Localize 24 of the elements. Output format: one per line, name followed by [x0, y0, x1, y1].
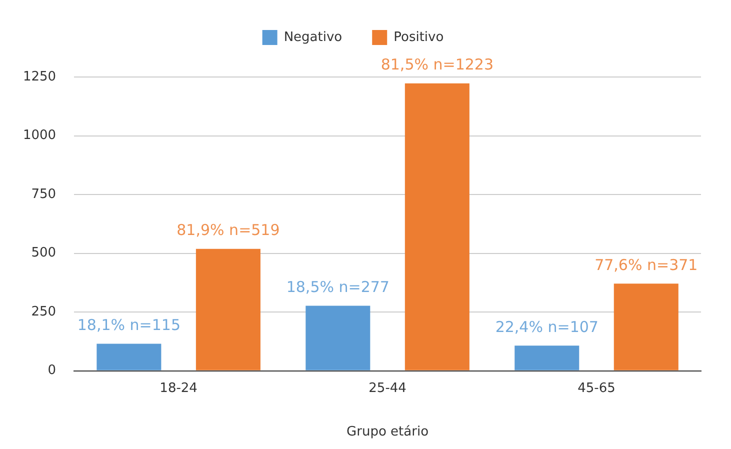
- bar: [196, 248, 260, 370]
- data-label: 81,9% n=519: [176, 221, 280, 240]
- data-label: 81,5% n=1223: [380, 56, 494, 74]
- y-tick-label: 0: [48, 363, 56, 378]
- y-tick-label: 1250: [22, 69, 56, 84]
- x-tick-label: 18-24: [160, 380, 198, 396]
- data-label: 77,6% n=371: [594, 256, 698, 274]
- x-axis-title: Grupo etário: [346, 424, 429, 440]
- y-tick-label: 750: [31, 186, 56, 202]
- y-tick-label: 250: [31, 304, 56, 320]
- x-tick-label: 45-65: [578, 380, 616, 396]
- bar: [614, 284, 678, 370]
- data-label: 22,4% n=107: [495, 318, 598, 336]
- y-tick-label: 500: [31, 246, 56, 261]
- y-tick-label: 1000: [22, 128, 56, 144]
- x-tick-label: 25-44: [368, 380, 406, 396]
- data-label: 18,5% n=277: [286, 278, 390, 296]
- bar: [514, 346, 580, 370]
- data-label: 18,1% n=115: [77, 316, 180, 334]
- bar: [404, 83, 470, 370]
- bar: [96, 344, 162, 370]
- legend-label: Positivo: [394, 30, 444, 45]
- bar: [306, 306, 370, 370]
- legend-label: Negativo: [284, 30, 342, 45]
